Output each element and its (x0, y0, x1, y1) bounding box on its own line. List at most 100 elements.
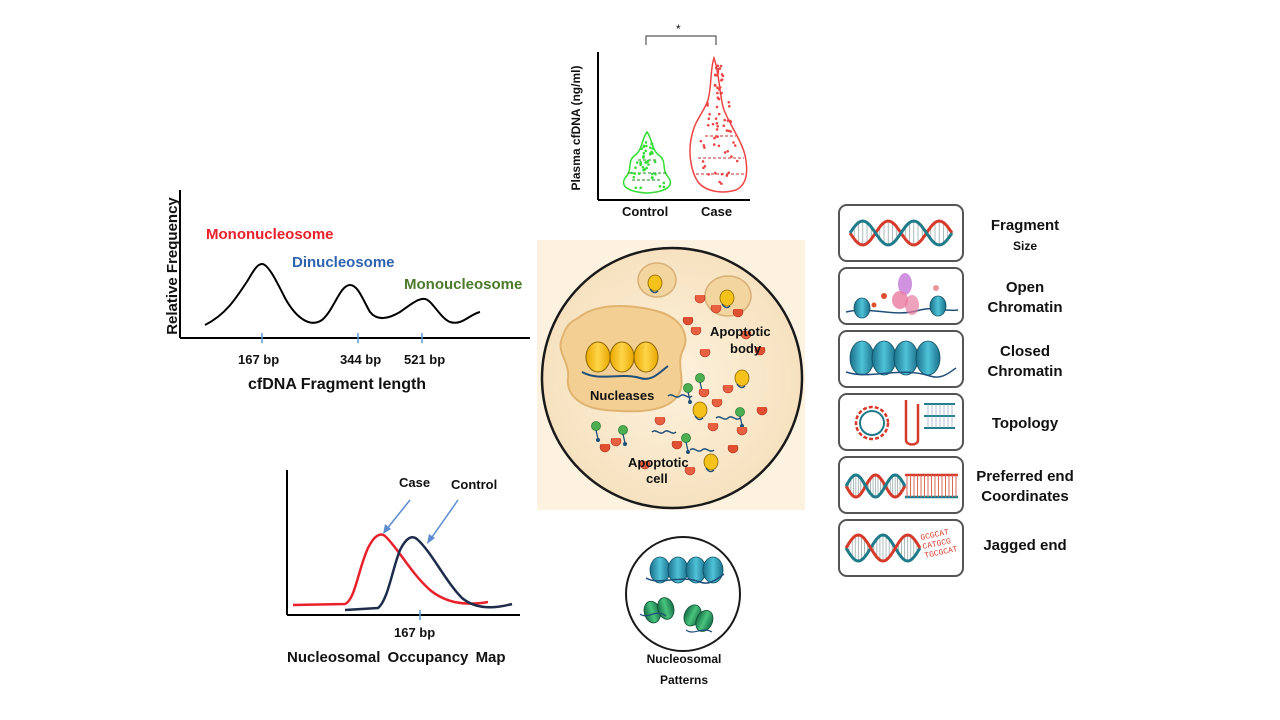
control-point (658, 185, 662, 188)
control-point (650, 142, 654, 146)
fragment-y-label: Relative Frequency (164, 197, 181, 335)
case-point (717, 112, 721, 116)
control-point (642, 168, 645, 172)
feature-label-line1: Jagged end (983, 537, 1067, 554)
control-point (651, 147, 655, 150)
fragment-x-title: cfDNA Fragment length (248, 376, 427, 393)
topology-icon (854, 400, 955, 446)
feature-open-chromatin: Open Chromatin (966, 278, 1084, 318)
case-point (701, 160, 705, 163)
patterns-label-1: Nucleosomal (646, 652, 722, 666)
mono-nucleosome (734, 369, 750, 387)
dinucleosome-label: Dinucleosome (292, 254, 395, 271)
control-point (642, 154, 645, 158)
dna-fragments (591, 274, 768, 476)
case-point (715, 105, 719, 109)
significance-bracket (645, 35, 717, 45)
nuclease (710, 304, 722, 314)
case-point (714, 117, 718, 120)
significance-star: * (676, 22, 681, 36)
control-points (630, 141, 666, 190)
occupancy-tick-label: 167 bp (394, 625, 436, 640)
nuclease (682, 316, 694, 326)
occupancy-case-label: Case (399, 475, 431, 490)
feature-card (838, 393, 964, 451)
case-point (716, 124, 719, 128)
case-point (706, 102, 709, 105)
nucleases-label: Nucleases (590, 388, 655, 403)
case-point (726, 119, 730, 122)
feature-topology: Topology (966, 414, 1084, 434)
case-point (713, 83, 717, 87)
control-point (654, 172, 657, 176)
control-point (644, 141, 648, 144)
tick-label-344: 344 bp (340, 352, 382, 367)
case-occupancy-curve (292, 533, 489, 607)
case-point (718, 180, 721, 184)
case-point (715, 122, 719, 125)
open-chromatin-icon (845, 273, 959, 319)
case-point (732, 141, 735, 144)
feature-card (838, 519, 964, 577)
case-point (699, 139, 703, 143)
control-violin (622, 130, 672, 194)
case-point (715, 74, 718, 77)
control-point (639, 162, 642, 165)
case-point (719, 92, 723, 95)
fragment-length-chart (179, 190, 530, 343)
nuclease (639, 460, 651, 470)
control-point (647, 163, 650, 166)
mono-nucleosome (719, 289, 735, 307)
case-point (703, 146, 706, 149)
dna-helix-icon (848, 219, 954, 247)
control-point (653, 160, 657, 164)
patterns-circle (625, 536, 741, 652)
nuclease (754, 346, 766, 356)
case-point (727, 100, 731, 104)
case-point (729, 120, 733, 124)
feature-jagged-end: Jagged end (966, 536, 1084, 556)
case-point (715, 128, 719, 131)
case-point (726, 149, 729, 153)
nucleosomal-patterns (625, 536, 741, 652)
case-point (733, 144, 737, 147)
control-point (644, 149, 648, 153)
case-point (723, 118, 727, 122)
feature-label-line1: Fragment (990, 217, 1060, 234)
mononucleosome-label: Mononucleosome (206, 226, 334, 243)
tick-label-167: 167 bp (238, 352, 280, 367)
case-point (716, 67, 720, 71)
case-point (717, 144, 721, 148)
nuclease (654, 416, 666, 426)
case-point (725, 174, 729, 177)
case-point (711, 122, 715, 126)
nuclease (690, 326, 702, 336)
case-category-label: Case (701, 204, 733, 219)
control-point (645, 166, 648, 170)
case-point (707, 117, 711, 121)
control-point (637, 172, 641, 175)
control-point (650, 176, 654, 179)
control-point (633, 172, 636, 175)
control-point (648, 152, 652, 155)
case-point (707, 173, 710, 176)
nuclease (736, 426, 748, 436)
control-point (642, 151, 646, 155)
case-violin (689, 55, 748, 193)
dna-bead (591, 421, 601, 431)
control-point (634, 166, 637, 170)
end-coordinates-icon (844, 473, 958, 499)
feature-label-line2: Coordinates (981, 488, 1069, 505)
control-arrow (429, 499, 459, 541)
case-point (716, 96, 720, 99)
control-point (645, 144, 648, 148)
case-point (716, 70, 720, 73)
case-point (702, 144, 706, 147)
control-point (632, 175, 636, 179)
nuclease (684, 466, 696, 476)
feature-label-line1: Closed (999, 343, 1050, 360)
nuclease (610, 437, 622, 447)
control-point (634, 186, 638, 190)
dna-bead (735, 407, 745, 417)
